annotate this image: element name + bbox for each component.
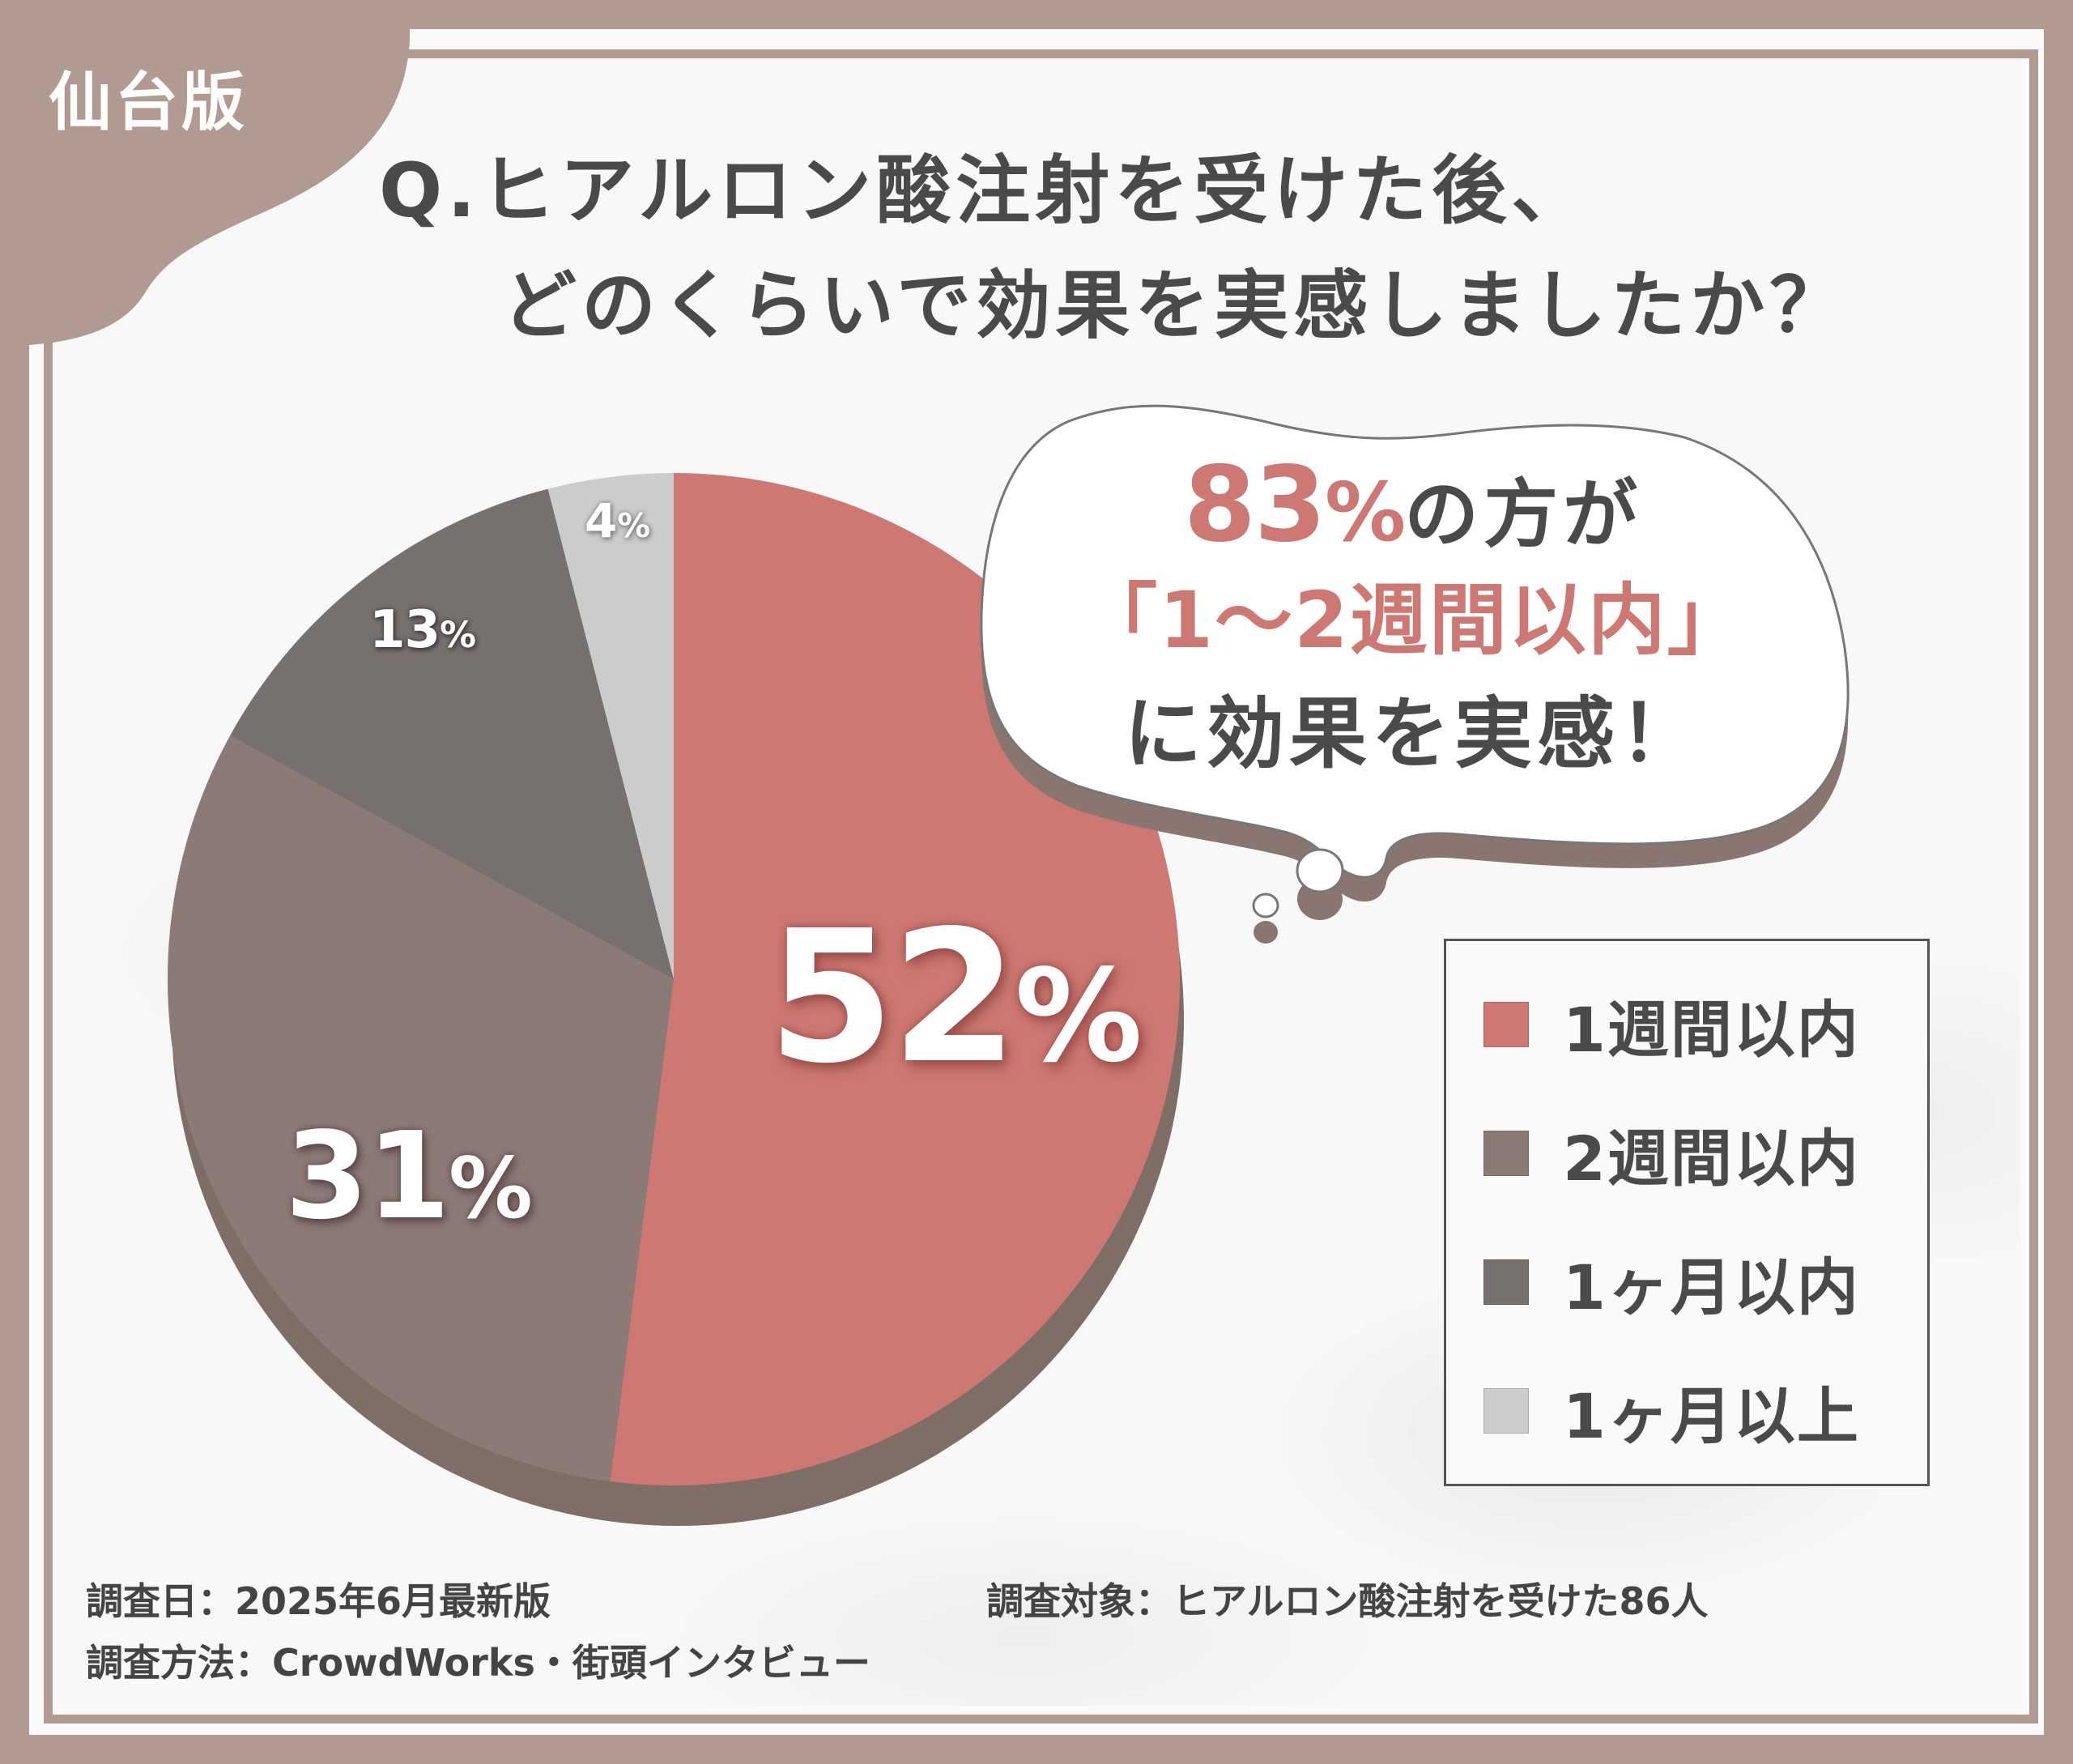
legend-item: 2週間以内 (1483, 1121, 1860, 1195)
legend-item: 1週間以内 (1483, 992, 1860, 1066)
callout-line1: 83%の方が (1183, 445, 1643, 565)
inner-frame-line (44, 49, 2038, 1724)
region-tab-shape (0, 0, 410, 348)
pie-label-4: 4% (585, 493, 651, 548)
pie-label-52: 52% (768, 892, 1143, 1104)
footer-survey-method: 調査方法：CrowdWorks・街頭インタビュー (86, 1641, 870, 1685)
legend-swatch (1483, 1388, 1529, 1434)
pie-label-13: 13% (369, 600, 476, 660)
footer-survey-target: 調査対象：ヒアルロン酸注射を受けた86人 (986, 1579, 1709, 1623)
callout-line2: 「1〜2週間以内」 (1079, 575, 1747, 666)
pie-label-31: 31% (285, 1106, 533, 1246)
legend: 1週間以内 2週間以内 1ヶ月以内 1ヶ月以上 (1444, 939, 1930, 1486)
legend-item: 1ヶ月以上 (1483, 1378, 1860, 1452)
footer-survey-date: 調査日：2025年6月最新版 (86, 1579, 551, 1623)
callout-line3: に効果を実感！ (1124, 688, 1702, 779)
question-title-line2: どのくらいで効果を実感しましたか？ (502, 262, 1850, 349)
legend-item: 1ヶ月以内 (1483, 1250, 1860, 1323)
legend-swatch (1483, 1002, 1529, 1047)
region-tab-label: 仙台版 (49, 66, 249, 139)
legend-swatch (1483, 1259, 1529, 1305)
callout-highlight: 83% (1183, 445, 1406, 565)
legend-swatch (1483, 1131, 1529, 1176)
question-title-line1: Q.ヒアルロン酸注射を受けた後、 (379, 147, 1591, 234)
